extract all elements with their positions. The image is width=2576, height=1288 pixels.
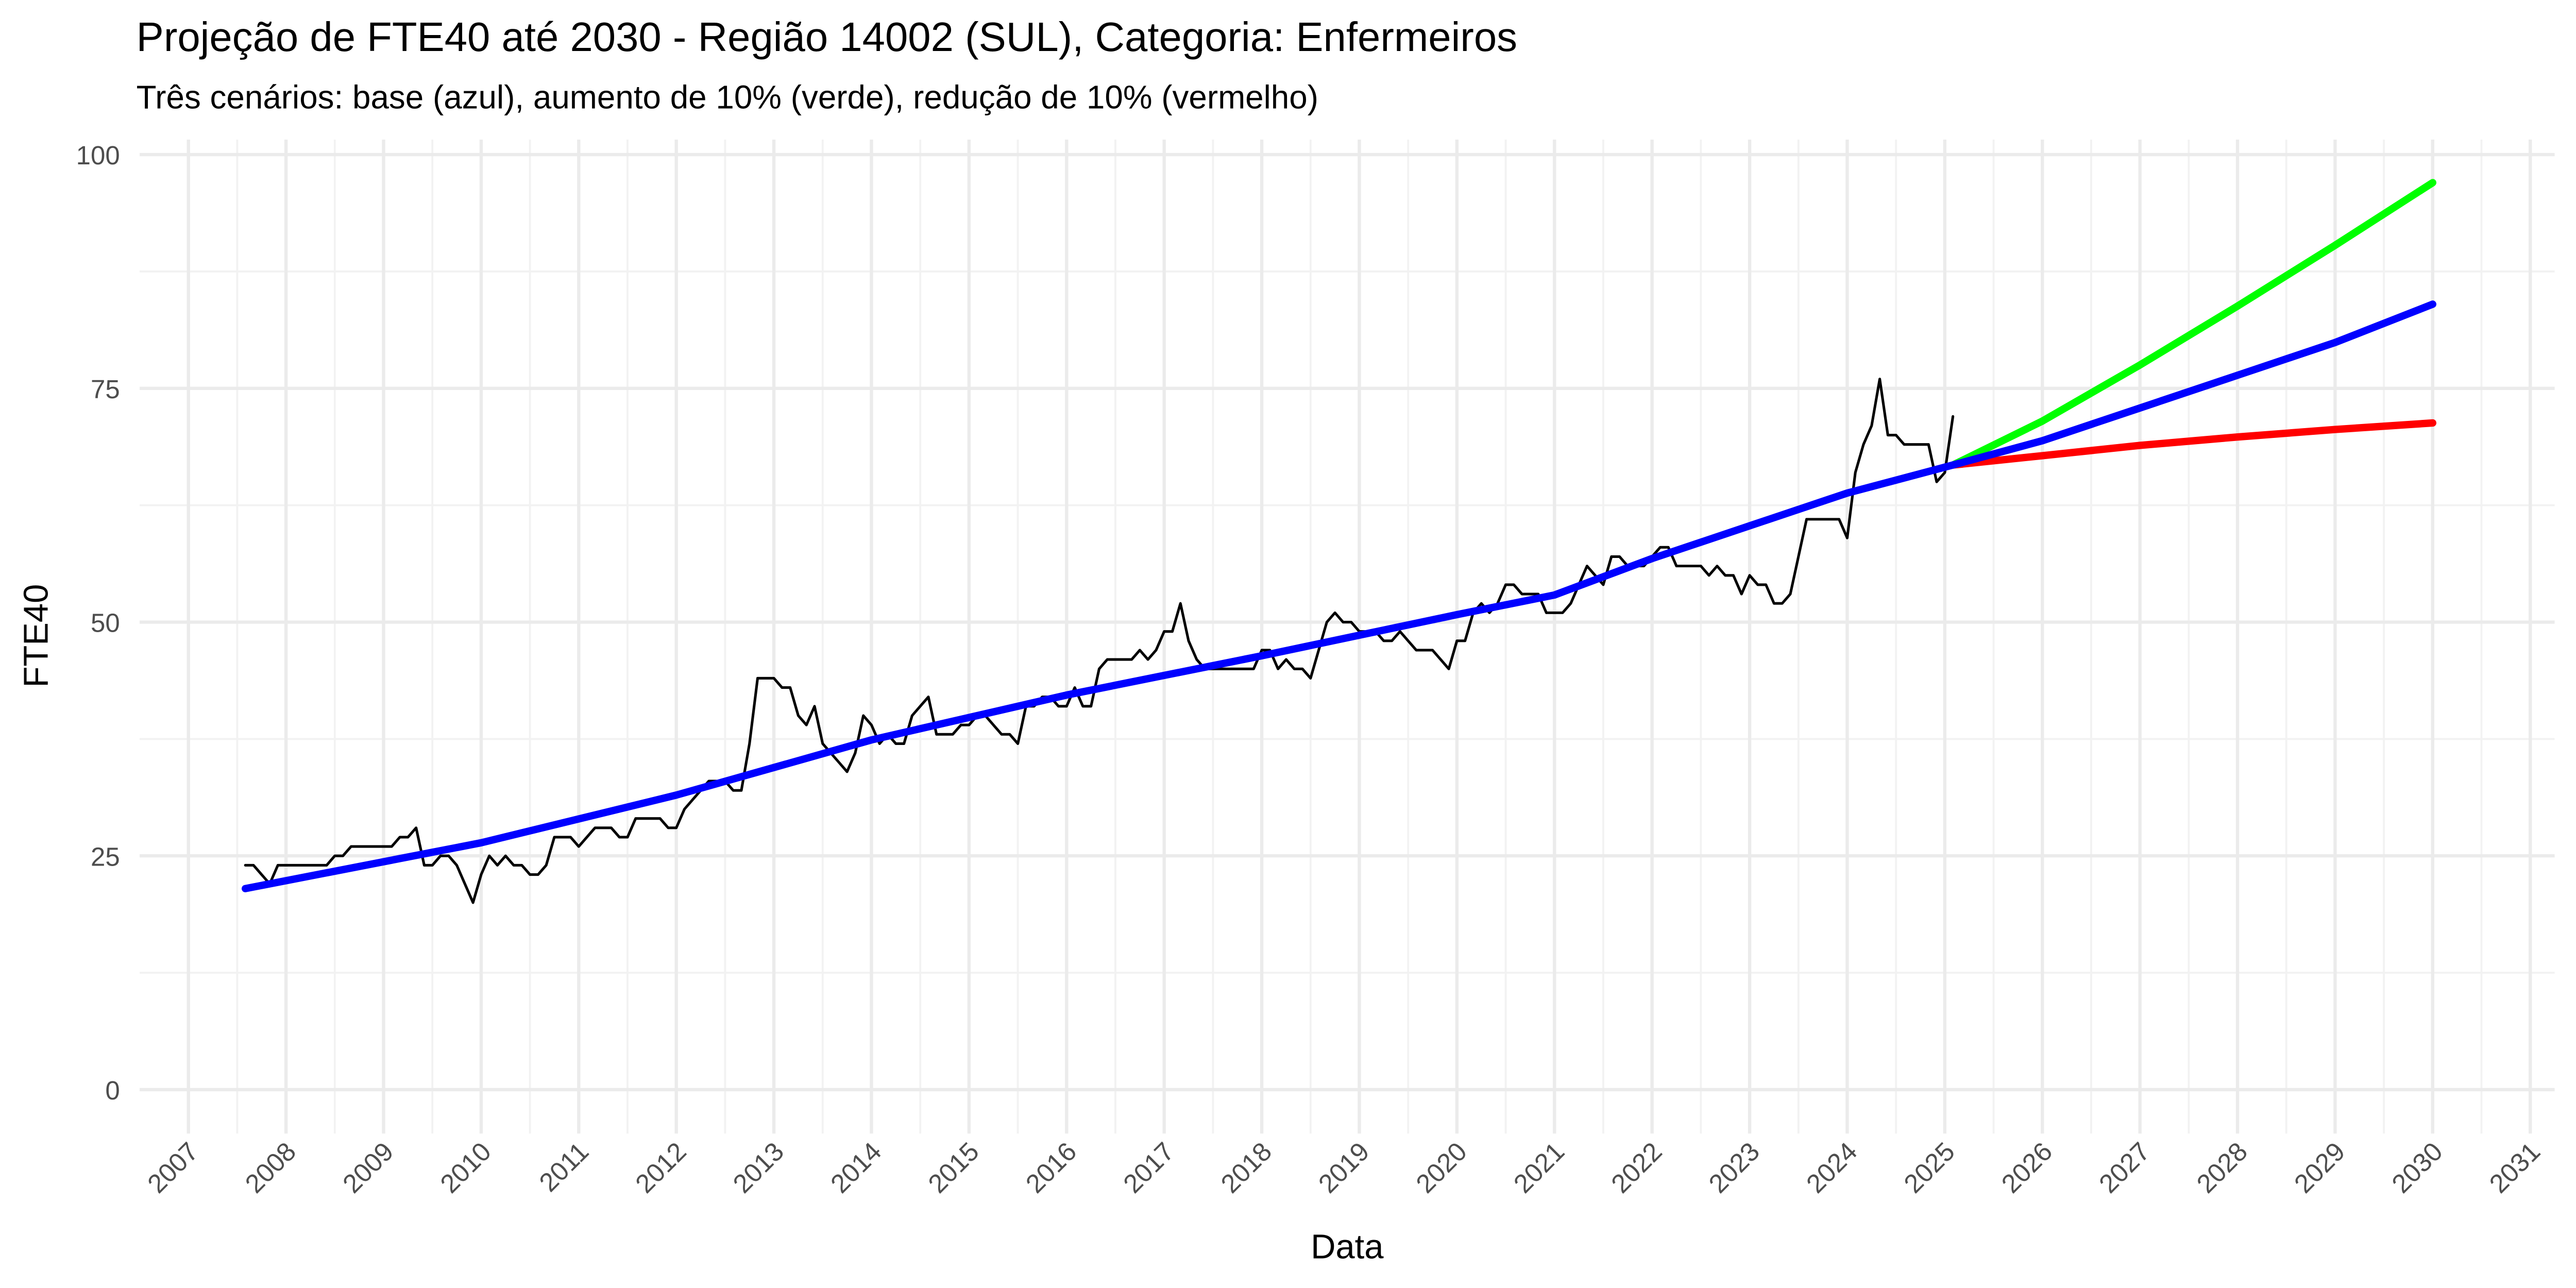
chart-title: Projeção de FTE40 até 2030 - Região 1400… [137, 14, 1517, 60]
x-tick-label: 2027 [2093, 1137, 2156, 1199]
y-tick-label: 25 [91, 842, 120, 871]
plot-area [242, 179, 2436, 904]
y-tick-label: 100 [76, 141, 120, 170]
line-series [244, 378, 1955, 904]
x-tick-label: 2019 [1313, 1137, 1375, 1199]
x-axis-title: Data [1311, 1228, 1384, 1266]
x-tick-label: 2031 [2484, 1137, 2546, 1199]
x-tick-label: 2017 [1117, 1137, 1180, 1199]
x-tick-label: 2025 [1898, 1137, 1960, 1199]
x-tick-label: 2014 [825, 1137, 887, 1199]
x-tick-label: 2029 [2289, 1137, 2351, 1199]
x-tick-label: 2007 [142, 1137, 204, 1199]
x-tick-label: 2022 [1605, 1137, 1668, 1199]
x-tick-label: 2015 [922, 1137, 985, 1199]
x-tick-label: 2024 [1801, 1137, 1863, 1199]
y-tick-label: 0 [105, 1076, 120, 1105]
grid: 0 25 50 75 100 2007 2008 2009 2010 2011 2012 2013 20… [76, 140, 2555, 1199]
x-tick-label: 2011 [534, 1137, 595, 1197]
x-tick-label: 2026 [1996, 1137, 2058, 1199]
x-tick-label: 2008 [240, 1137, 302, 1199]
chart-subtitle: Três cenários: base (azul), aumento de 1… [137, 78, 1318, 115]
x-tick-label: 2030 [2386, 1137, 2448, 1199]
x-tick-label: 2010 [434, 1137, 497, 1199]
x-tick-label: 2018 [1215, 1137, 1278, 1199]
line-series [1949, 419, 2436, 469]
x-tick-label: 2012 [630, 1137, 692, 1199]
y-tick-label: 75 [91, 375, 120, 404]
line-series [1949, 179, 2436, 469]
x-tick-label: 2009 [337, 1137, 399, 1199]
x-tick-label: 2016 [1020, 1137, 1082, 1199]
y-tick-label: 50 [91, 608, 120, 638]
x-tick-label: 2020 [1410, 1137, 1472, 1199]
x-tick-label: 2023 [1703, 1137, 1766, 1199]
x-tick-label: 2021 [1508, 1137, 1570, 1199]
line-series [242, 300, 2436, 892]
x-tick-label: 2013 [727, 1137, 790, 1199]
y-axis-title: FTE40 [16, 584, 55, 688]
x-tick-label: 2028 [2191, 1137, 2253, 1199]
